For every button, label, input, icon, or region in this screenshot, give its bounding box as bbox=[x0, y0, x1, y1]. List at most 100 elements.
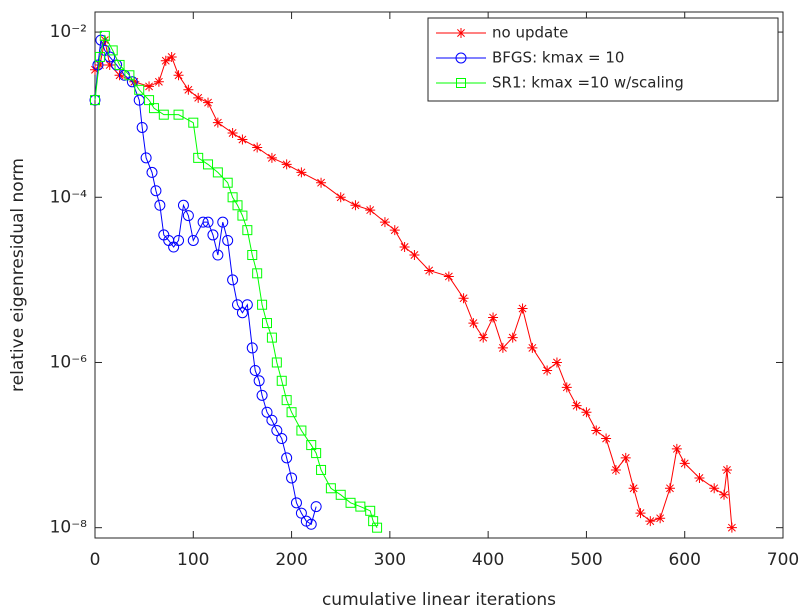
marker bbox=[203, 159, 214, 170]
marker bbox=[271, 357, 282, 368]
y-tick-label: 10⁻⁶ bbox=[50, 352, 88, 372]
marker bbox=[232, 200, 243, 211]
marker bbox=[237, 210, 248, 221]
marker bbox=[316, 177, 327, 188]
marker bbox=[310, 501, 322, 513]
marker bbox=[456, 78, 466, 88]
marker bbox=[252, 268, 263, 279]
marker bbox=[173, 70, 184, 81]
marker bbox=[709, 483, 720, 494]
marker bbox=[719, 489, 730, 500]
marker bbox=[286, 407, 297, 418]
marker bbox=[271, 425, 283, 437]
legend-label: BFGS: kmax = 10 bbox=[492, 49, 624, 67]
marker bbox=[241, 299, 253, 311]
marker bbox=[166, 51, 177, 62]
marker bbox=[305, 518, 317, 530]
marker bbox=[507, 332, 518, 343]
marker bbox=[694, 472, 705, 483]
marker bbox=[148, 103, 159, 114]
marker bbox=[456, 28, 466, 38]
marker bbox=[257, 299, 268, 310]
marker bbox=[203, 97, 214, 108]
marker bbox=[227, 274, 239, 286]
legend-box bbox=[427, 17, 779, 102]
marker bbox=[345, 497, 356, 508]
marker bbox=[90, 64, 100, 75]
marker bbox=[236, 307, 248, 319]
marker bbox=[671, 443, 682, 454]
marker bbox=[296, 167, 307, 178]
marker bbox=[645, 516, 656, 527]
marker bbox=[266, 332, 277, 343]
marker bbox=[94, 51, 105, 62]
marker bbox=[197, 216, 209, 228]
marker bbox=[424, 265, 435, 276]
marker bbox=[193, 92, 204, 103]
marker bbox=[266, 152, 277, 163]
marker bbox=[379, 217, 390, 228]
marker bbox=[212, 117, 223, 128]
marker bbox=[316, 464, 327, 475]
marker bbox=[134, 84, 145, 95]
marker bbox=[488, 312, 499, 323]
marker bbox=[276, 375, 287, 386]
marker bbox=[721, 464, 732, 475]
marker bbox=[601, 433, 612, 444]
marker bbox=[99, 30, 110, 41]
marker bbox=[581, 407, 592, 418]
x-tick-label: 500 bbox=[570, 550, 602, 570]
marker bbox=[561, 382, 572, 393]
marker bbox=[212, 167, 223, 178]
marker bbox=[355, 501, 366, 512]
marker bbox=[104, 59, 115, 70]
marker bbox=[150, 185, 162, 197]
series-line bbox=[94, 34, 378, 528]
marker bbox=[542, 365, 553, 376]
marker bbox=[655, 513, 666, 524]
x-tick-label: 400 bbox=[472, 550, 504, 570]
marker bbox=[497, 342, 508, 353]
legend-label: no update bbox=[492, 24, 568, 42]
marker bbox=[635, 508, 646, 519]
marker bbox=[227, 128, 238, 139]
marker bbox=[261, 406, 273, 418]
marker bbox=[262, 318, 272, 329]
marker bbox=[726, 522, 737, 533]
marker bbox=[296, 425, 307, 436]
marker bbox=[281, 159, 292, 170]
marker bbox=[458, 293, 469, 304]
marker bbox=[246, 342, 258, 354]
marker bbox=[628, 483, 639, 494]
marker bbox=[177, 199, 189, 211]
y-tick-label: 10⁻⁴ bbox=[50, 187, 88, 207]
marker bbox=[188, 117, 199, 128]
x-axis-label: cumulative linear iterations bbox=[322, 590, 556, 610]
marker bbox=[478, 332, 489, 343]
marker bbox=[295, 507, 307, 519]
marker bbox=[193, 152, 204, 163]
marker bbox=[517, 303, 528, 314]
marker bbox=[182, 210, 194, 222]
marker bbox=[187, 234, 199, 246]
marker bbox=[311, 448, 322, 459]
marker bbox=[335, 192, 346, 203]
marker bbox=[94, 59, 105, 70]
marker bbox=[217, 216, 229, 228]
x-tick-label: 0 bbox=[90, 550, 101, 570]
marker bbox=[372, 522, 383, 533]
marker bbox=[620, 452, 631, 463]
x-tick-label: 200 bbox=[275, 550, 307, 570]
marker bbox=[242, 225, 253, 236]
marker bbox=[551, 357, 562, 368]
marker bbox=[468, 318, 479, 329]
marker bbox=[443, 271, 454, 282]
marker bbox=[253, 375, 265, 387]
marker bbox=[153, 76, 164, 87]
marker bbox=[286, 472, 298, 484]
marker bbox=[146, 166, 158, 178]
marker bbox=[207, 229, 219, 241]
x-tick-label: 300 bbox=[374, 550, 406, 570]
marker bbox=[455, 52, 467, 64]
marker bbox=[136, 121, 148, 133]
